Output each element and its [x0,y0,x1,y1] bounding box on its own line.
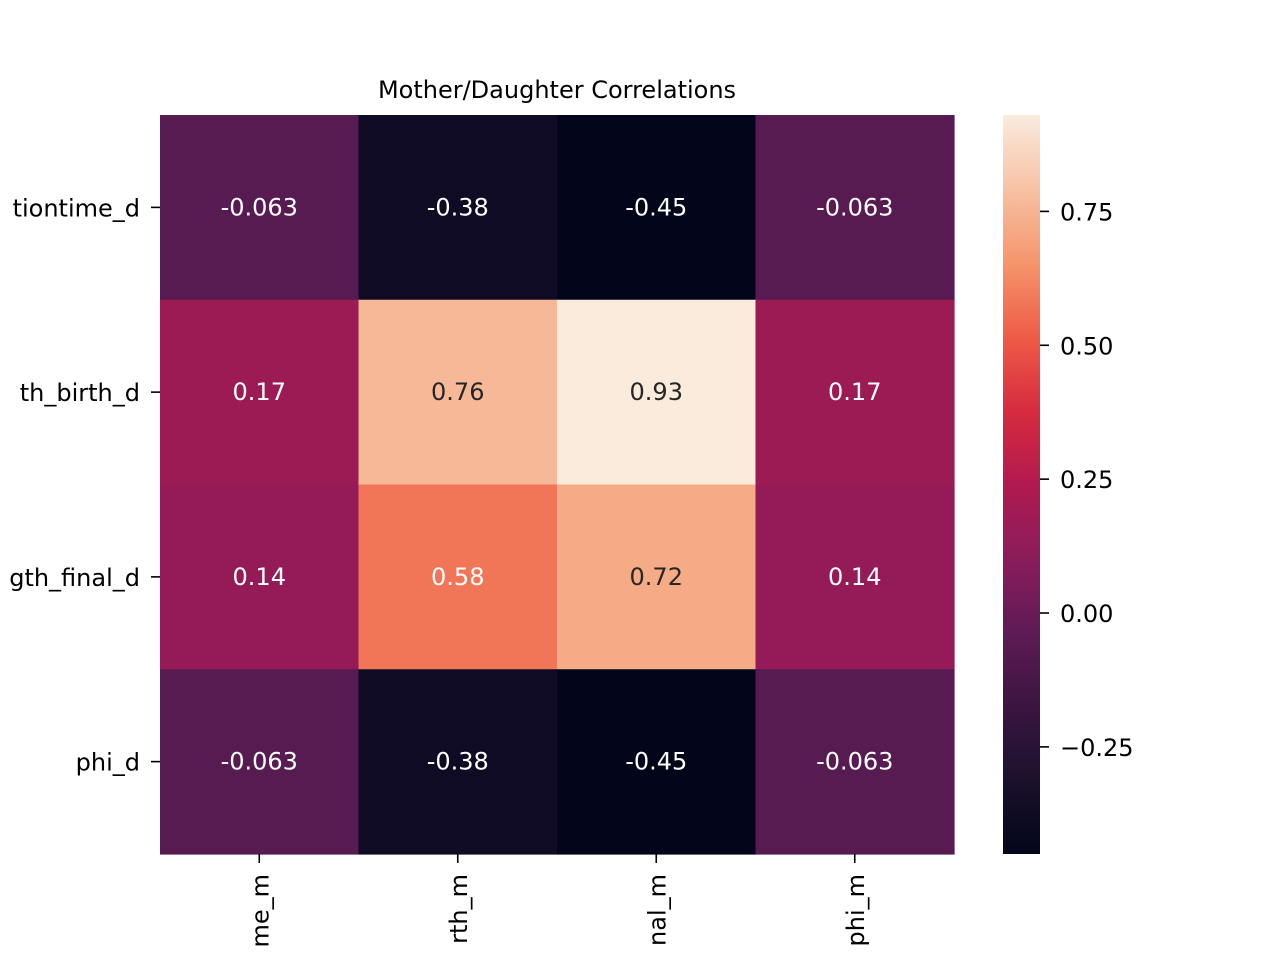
cell-value-label: 0.17 [828,378,881,406]
cell-value-label: 0.76 [431,378,484,406]
col-label: me_m [246,874,274,948]
cell-value-label: 0.93 [630,378,683,406]
col-label: rth_m [445,874,473,944]
row-axis: tiontime_d th_birth_d gth_final_d phi_d [9,194,160,777]
heatmap-cell [358,299,558,486]
heatmap-cell [557,484,757,670]
heatmap-cell [557,299,757,486]
cell-value-label: -0.45 [625,748,687,776]
cell-value-label: -0.45 [625,193,687,221]
chart-title: Mother/Daughter Correlations [378,76,736,104]
cell-value-label: 0.72 [630,563,683,591]
colorbar-tick-label: 0.75 [1060,198,1113,226]
cell-value-label: -0.38 [427,748,489,776]
col-label: nal_m [643,874,671,946]
cell-value-label: -0.063 [816,748,893,776]
heatmap-cell [755,484,955,670]
cell-value-label: -0.063 [221,193,298,221]
heatmap-cell [160,299,360,486]
heatmap-cell [755,115,955,301]
cell-value-label: 0.17 [233,378,286,406]
colorbar-tick-label: 0.00 [1060,600,1113,628]
cell-value-label: 0.14 [828,563,881,591]
heatmap-cell [160,115,360,301]
colorbar-tick-label: −0.25 [1060,734,1134,762]
colorbar-axis: −0.25 0.00 0.25 0.50 0.75 [1040,198,1134,762]
col-axis: me_m rth_m nal_m phi_m [246,854,870,948]
colorbar [1003,115,1040,854]
col-label: phi_m [842,874,870,947]
heatmap-cell [557,115,757,301]
row-label: gth_final_d [9,564,140,592]
row-label: phi_d [76,749,140,777]
cell-value-label: -0.38 [427,193,489,221]
heatmap-cell [358,115,558,301]
heatmap-cell [160,484,360,670]
cell-value-label: -0.063 [221,748,298,776]
row-label: tiontime_d [13,194,140,222]
heatmap-cell [755,299,955,486]
heatmap-cells: -0.063 -0.38 -0.45 -0.063 0.17 0.76 0.93 0.17 0.… [160,115,955,855]
heatmap-cell [755,669,955,855]
heatmap-cell [358,669,558,855]
cell-value-label: -0.063 [816,193,893,221]
heatmap-cell [160,669,360,855]
cell-value-label: 0.14 [233,563,286,591]
colorbar-tick-label: 0.25 [1060,466,1113,494]
heatmap-cell [358,484,558,670]
heatmap-cell [557,669,757,855]
cell-value-label: 0.58 [431,563,484,591]
row-label: th_birth_d [20,379,140,407]
colorbar-tick-label: 0.50 [1060,332,1113,360]
